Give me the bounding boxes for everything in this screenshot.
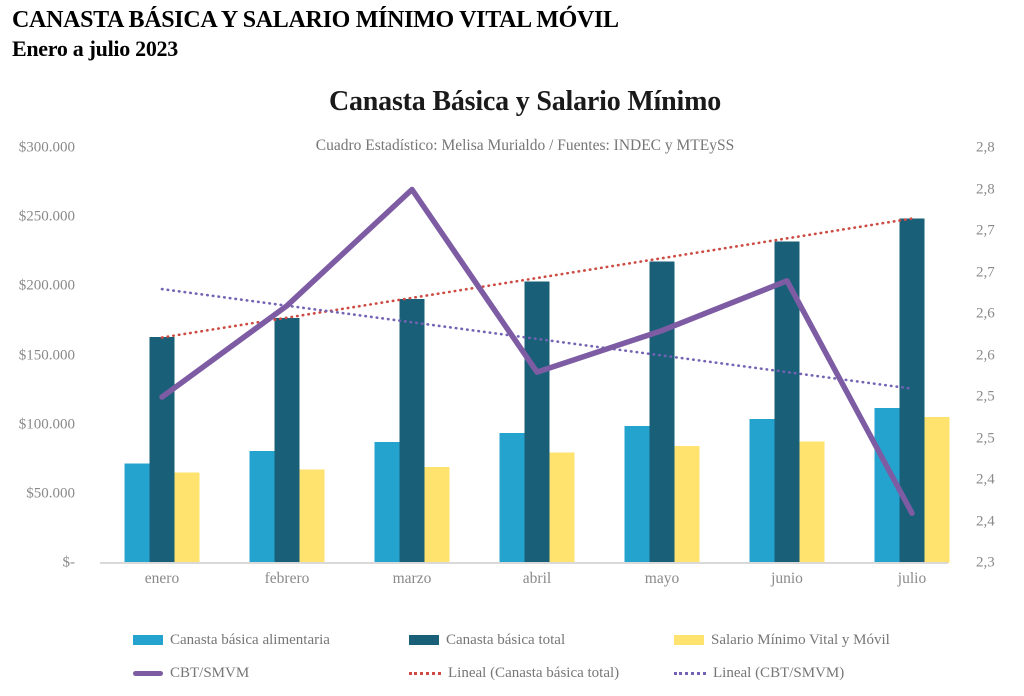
right-axis-tick-label: 2,5 [976,388,995,405]
left-axis-tick-label: $100.000 [18,416,75,433]
cbt-bar-swatch-icon [409,635,439,645]
bar-enero-series1 [149,336,175,563]
right-axis-tick-label: 2,7 [976,264,995,280]
ratio-line-swatch-icon [133,670,163,676]
legend-item-lineal-cbt: Lineal (Canasta básica total) [409,664,619,682]
trend-line-0 [160,217,914,339]
legend-item-cbt-smvm: CBT/SMVM [133,664,249,682]
page-subtitle: Enero a julio 2023 [12,36,178,61]
legend-item-salario-minimo: Salario Mínimo Vital y Móvil [674,631,890,649]
ratio-line-cbt-smvm [159,186,915,516]
right-axis-tick-label: 2,8 [976,181,995,197]
bar-julio-series2 [924,417,950,563]
right-axis-tick-label: 2,5 [976,430,995,446]
cbt-trend-swatch-icon [409,671,441,675]
plot-area [100,186,950,564]
ratio-trend-swatch-icon [674,671,706,675]
bar-mayo-series1 [649,261,675,563]
legend-item-canasta-basica-total: Canasta básica total [409,631,565,649]
legend-label: Salario Mínimo Vital y Móvil [711,631,890,648]
month-label-mayo: mayo [644,570,680,587]
left-axis-tick-label: $50.000 [26,485,75,502]
right-axis-tick-label: 2,6 [976,305,995,322]
legend-label: Canasta básica total [446,631,566,648]
bar-mayo-series0 [624,426,650,563]
bar-febrero-series2 [299,469,325,563]
legend-item-canasta-basica-alimentaria: Canasta básica alimentaria [133,631,330,649]
bar-enero-series2 [174,472,200,563]
right-axis-tick-label: 2,4 [976,513,995,529]
month-label-junio: junio [771,570,803,587]
legend-label: Canasta básica alimentaria [170,631,330,648]
cba-bar-swatch-icon [133,635,163,645]
month-label-marzo: marzo [392,570,432,587]
right-axis-tick-label: 2,3 [976,554,995,571]
page-title: CANASTA BÁSICA Y SALARIO MÍNIMO VITAL MÓ… [12,7,619,33]
right-axis-tick-label: 2,7 [976,222,995,239]
left-axis-tick-label: $150.000 [18,347,75,363]
bar-mayo-series2 [674,446,700,563]
month-label-abril: abril [522,570,552,587]
bar-abril-series2 [549,452,575,563]
bar-junio-series0 [749,419,775,563]
bar-marzo-series1 [399,298,425,563]
legend-label: Lineal (CBT/SMVM) [713,664,845,681]
bar-febrero-series1 [274,318,300,563]
month-label-enero: enero [144,570,180,587]
legend-item-lineal-cbt-smvm: Lineal (CBT/SMVM) [674,664,844,682]
month-label-febrero: febrero [264,570,310,587]
bar-abril-series1 [524,281,550,563]
left-axis-tick-label: $200.000 [18,277,75,294]
legend-label: CBT/SMVM [170,664,250,681]
bar-julio-series1 [899,218,925,564]
bar-febrero-series0 [249,450,275,563]
bar-junio-series2 [799,441,825,563]
chart-subtitle: Cuadro Estadístico: Melisa Murialdo / Fu… [315,137,735,154]
right-axis-tick-label: 2,8 [976,139,995,156]
legend-label: Lineal (Canasta básica total) [448,664,620,681]
bar-junio-series1 [774,241,800,563]
chart-title: Canasta Básica y Salario Mínimo [328,86,722,117]
smvm-bar-swatch-icon [674,635,704,645]
month-label-julio: julio [897,570,927,587]
bar-abril-series0 [499,432,525,563]
left-axis-tick-label: $300.000 [18,139,75,156]
right-axis-tick-label: 2,4 [976,471,995,488]
bar-marzo-series2 [424,466,450,563]
bar-marzo-series0 [374,441,400,563]
left-axis-tick-label: $- [62,554,76,571]
right-axis-tick-label: 2,6 [976,347,995,363]
bar-enero-series0 [124,463,150,563]
left-axis-tick-label: $250.000 [18,208,75,225]
